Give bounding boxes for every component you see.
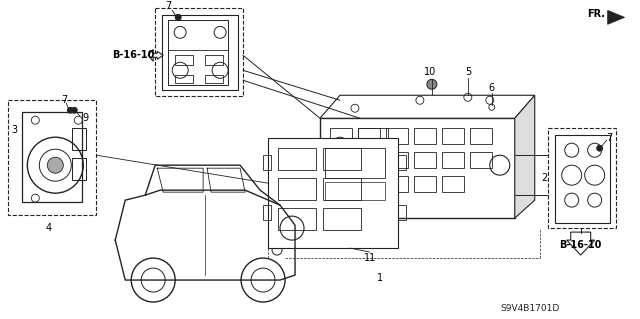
Text: FR.: FR. (587, 9, 605, 19)
Text: 1: 1 (377, 273, 383, 283)
Bar (323, 148, 361, 170)
Bar (325, 182, 385, 200)
Bar (263, 205, 271, 220)
Bar (263, 155, 271, 170)
Circle shape (67, 107, 74, 113)
Bar (205, 75, 223, 83)
Bar (270, 210, 290, 245)
Bar (278, 148, 316, 170)
Polygon shape (148, 49, 163, 61)
Bar (358, 128, 380, 144)
Text: 4: 4 (45, 223, 51, 233)
Bar (548, 128, 616, 228)
Polygon shape (162, 15, 238, 90)
Bar (414, 152, 436, 168)
Text: 2: 2 (541, 173, 548, 183)
Bar (470, 152, 492, 168)
Bar (175, 55, 193, 65)
Bar (205, 55, 223, 65)
Bar (155, 8, 243, 96)
Bar (8, 100, 96, 215)
Bar (442, 152, 464, 168)
Circle shape (71, 107, 77, 113)
Bar (330, 128, 352, 144)
Bar (358, 128, 388, 168)
Text: 5: 5 (465, 67, 471, 77)
Bar (22, 112, 83, 202)
Bar (325, 148, 385, 178)
Bar (278, 178, 316, 200)
Bar (175, 75, 193, 83)
Text: B-16-10: B-16-10 (559, 240, 602, 250)
Bar (320, 118, 515, 218)
Text: 10: 10 (424, 67, 436, 77)
Text: S9V4B1701D: S9V4B1701D (500, 303, 559, 313)
Text: 11: 11 (364, 253, 376, 263)
Bar (358, 176, 380, 192)
Text: B-16-10: B-16-10 (112, 50, 155, 60)
Bar (323, 208, 361, 230)
Circle shape (47, 157, 63, 173)
Bar (386, 152, 408, 168)
Bar (398, 205, 406, 220)
Bar (330, 152, 352, 168)
Bar (72, 158, 86, 180)
Polygon shape (607, 11, 625, 24)
Bar (442, 128, 464, 144)
Bar (555, 135, 610, 223)
Bar (323, 178, 361, 200)
Bar (386, 176, 408, 192)
Bar (442, 176, 464, 192)
Polygon shape (515, 95, 535, 218)
Bar (72, 128, 86, 150)
Text: 9: 9 (83, 113, 88, 123)
Bar (386, 128, 408, 144)
Bar (470, 128, 492, 144)
Text: 7: 7 (607, 133, 612, 143)
Bar (398, 155, 406, 170)
Bar (268, 138, 398, 248)
Circle shape (596, 145, 603, 151)
Polygon shape (566, 232, 595, 255)
Circle shape (427, 79, 437, 89)
Circle shape (175, 14, 181, 20)
Text: 7: 7 (165, 1, 172, 11)
Bar (168, 20, 228, 85)
Bar (414, 128, 436, 144)
Bar (358, 152, 380, 168)
Text: 6: 6 (489, 83, 495, 93)
Text: 7: 7 (61, 95, 67, 105)
Bar (278, 208, 316, 230)
Polygon shape (320, 95, 535, 118)
Bar (414, 176, 436, 192)
Bar (330, 176, 352, 192)
Text: 3: 3 (12, 125, 17, 135)
